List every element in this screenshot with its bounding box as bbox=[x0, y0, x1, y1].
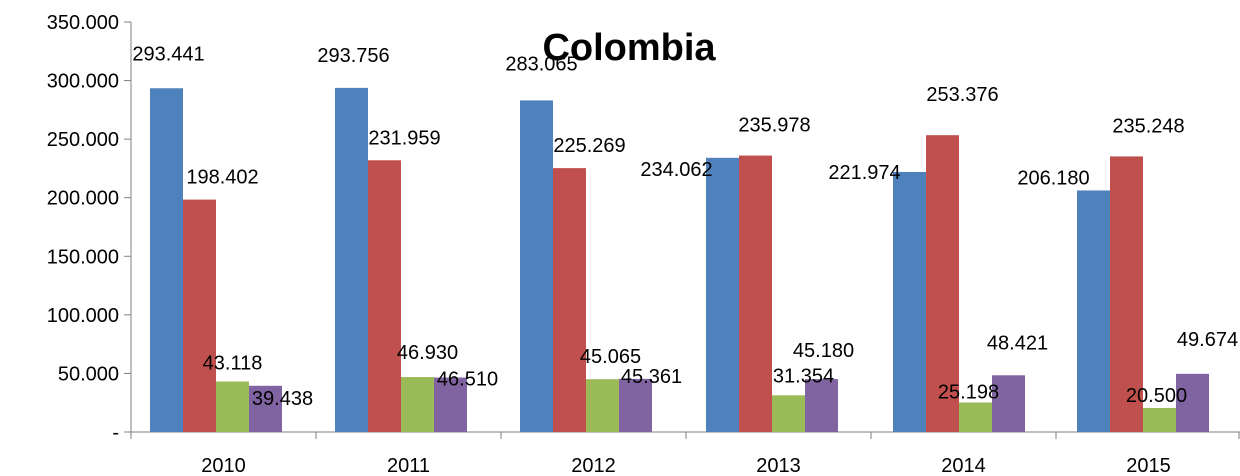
y-tick-label: 200.000 bbox=[47, 188, 119, 210]
bar-2015-s3 bbox=[1143, 407, 1176, 432]
y-tick-label: 300.000 bbox=[47, 71, 119, 93]
bar-2010-s1 bbox=[150, 88, 183, 433]
bar-2010-s4 bbox=[249, 385, 282, 432]
bar-2014-s2 bbox=[926, 135, 959, 432]
y-tick-label: 150.000 bbox=[47, 246, 119, 268]
data-label: 45.180 bbox=[793, 340, 854, 362]
data-label: 234.062 bbox=[640, 159, 712, 181]
bar-2015-s4 bbox=[1176, 373, 1209, 432]
bar-2015-s1 bbox=[1077, 190, 1110, 432]
data-labels: 293.441 293.756 283.065 234.062 221.974 206.1… bbox=[132, 43, 1238, 410]
bar-2013-s3 bbox=[772, 395, 805, 432]
bar-2010-s2 bbox=[183, 199, 216, 432]
y-tick-label: 350.000 bbox=[47, 12, 119, 34]
bar-2013-s2 bbox=[739, 155, 772, 432]
data-label: 46.930 bbox=[397, 342, 458, 364]
data-label: 45.361 bbox=[621, 366, 682, 388]
x-tick-label: 2011 bbox=[387, 455, 430, 476]
bar-2012-s3 bbox=[586, 379, 619, 432]
x-tick-label: 2012 bbox=[571, 455, 616, 476]
bar-2015-s2 bbox=[1110, 156, 1143, 432]
data-label: 48.421 bbox=[987, 332, 1048, 354]
bar-2012-s4 bbox=[619, 378, 652, 432]
data-label: 225.269 bbox=[553, 135, 625, 157]
data-label: 49.674 bbox=[1177, 329, 1238, 351]
bars bbox=[150, 87, 1209, 433]
bar-2014-s3 bbox=[959, 402, 992, 432]
data-label: 43.118 bbox=[203, 352, 263, 374]
data-label: 235.248 bbox=[1112, 115, 1184, 137]
bar-2012-s2 bbox=[553, 168, 586, 432]
y-tick-label: 50.000 bbox=[58, 363, 119, 385]
bar-2010-s3 bbox=[216, 381, 249, 432]
x-tick-label: 2013 bbox=[756, 455, 801, 476]
y-tick-label: 250.000 bbox=[47, 129, 119, 151]
bar-2011-s1 bbox=[335, 87, 368, 432]
data-label: 39.438 bbox=[252, 388, 313, 410]
bar-2011-s3 bbox=[401, 377, 434, 432]
data-label: 221.974 bbox=[828, 162, 900, 184]
x-tick-label: 2014 bbox=[941, 455, 986, 476]
data-label: 283.065 bbox=[505, 53, 577, 75]
x-tick-label: 2015 bbox=[1126, 455, 1171, 476]
x-axis: 2010 2011 2012 2013 2014 2015 bbox=[130, 431, 1240, 476]
bar-2012-s1 bbox=[520, 100, 553, 432]
data-label: 198.402 bbox=[186, 167, 258, 189]
y-tick-label: - bbox=[112, 422, 119, 444]
bar-2013-s1 bbox=[706, 157, 739, 432]
data-label: 31.354 bbox=[773, 365, 834, 387]
y-tick-label: 100.000 bbox=[47, 305, 119, 327]
data-label: 231.959 bbox=[368, 127, 440, 149]
data-label: 46.510 bbox=[437, 369, 498, 391]
data-label: 253.376 bbox=[926, 84, 998, 106]
data-label: 20.500 bbox=[1126, 385, 1187, 407]
bar-2011-s2 bbox=[368, 160, 401, 432]
data-label: 235.978 bbox=[738, 115, 810, 137]
bar-2014-s1 bbox=[893, 171, 926, 432]
data-label: 45.065 bbox=[580, 346, 641, 368]
chart-title: Colombia bbox=[542, 27, 716, 69]
data-label: 206.180 bbox=[1017, 167, 1089, 189]
data-label: 293.441 bbox=[132, 43, 204, 65]
bar-2013-s4 bbox=[805, 379, 838, 432]
data-label: 25.198 bbox=[938, 381, 999, 403]
bar-2014-s4 bbox=[992, 375, 1025, 432]
x-tick-label: 2010 bbox=[201, 455, 246, 476]
bar-2011-s4 bbox=[434, 377, 467, 432]
data-label: 293.756 bbox=[317, 45, 389, 67]
y-axis: - 50.000 100.000 150.000 200.000 250.000 300.0… bbox=[47, 12, 132, 444]
